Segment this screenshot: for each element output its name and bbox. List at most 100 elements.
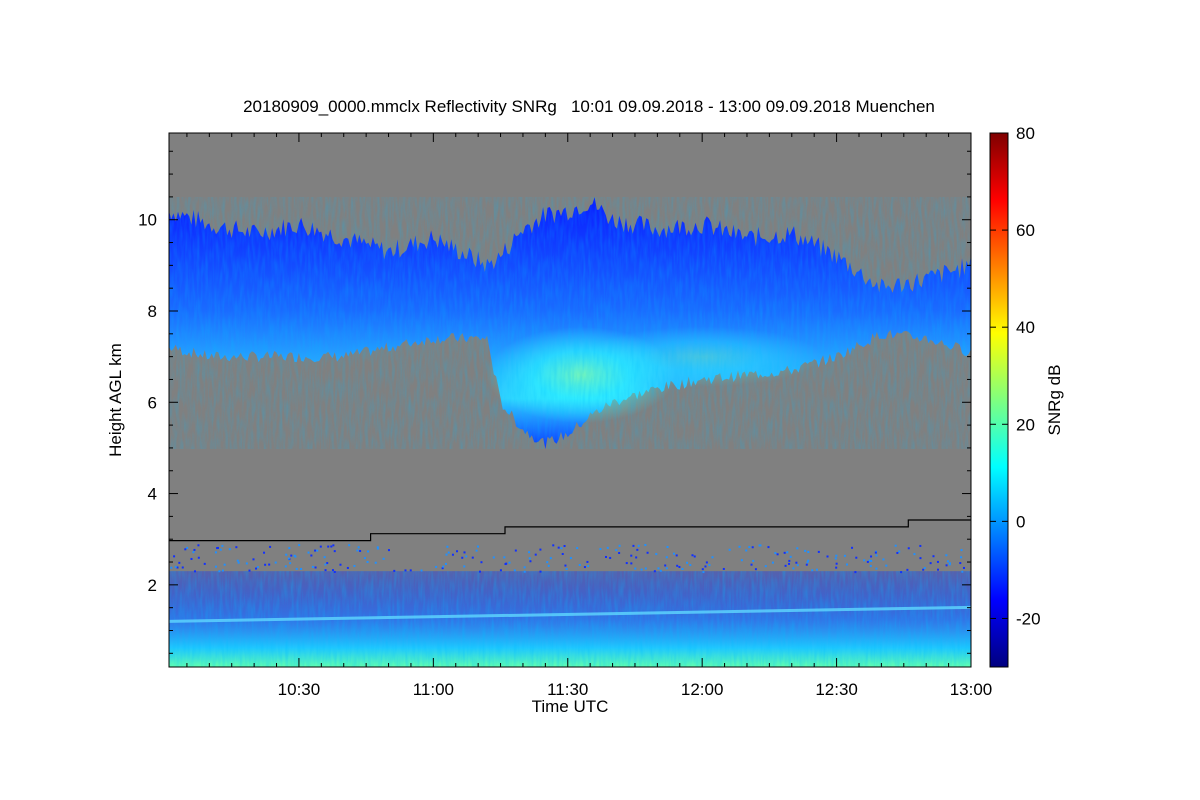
speckle-point bbox=[948, 563, 951, 566]
speckle-point bbox=[686, 561, 689, 564]
speckle-point bbox=[331, 569, 334, 572]
speckle-point bbox=[805, 563, 808, 566]
speckle-point bbox=[319, 545, 322, 548]
speckle-point bbox=[959, 562, 962, 565]
speckle-point bbox=[284, 565, 287, 568]
colorbar-tick-label: 60 bbox=[1016, 221, 1035, 240]
speckle-point bbox=[845, 563, 848, 566]
speckle-point bbox=[644, 544, 647, 547]
cloud-texture bbox=[169, 197, 971, 449]
speckle-point bbox=[676, 564, 679, 567]
speckle-point bbox=[711, 556, 714, 559]
speckle-point bbox=[564, 564, 567, 567]
speckle-point bbox=[346, 566, 349, 569]
y-axis-label: Height AGL km bbox=[106, 343, 125, 457]
speckle-point bbox=[221, 569, 224, 572]
speckle-point bbox=[636, 548, 639, 551]
speckle-point bbox=[583, 566, 586, 569]
speckle-point bbox=[898, 550, 901, 553]
colorbar-label: SNRg dB bbox=[1045, 364, 1064, 436]
speckle-point bbox=[675, 554, 678, 557]
speckle-point bbox=[471, 556, 474, 559]
speckle-point bbox=[307, 551, 310, 554]
speckle-point bbox=[923, 567, 926, 570]
speckle-point bbox=[513, 569, 516, 572]
speckle-point bbox=[374, 561, 377, 564]
speckle-point bbox=[913, 553, 916, 556]
speckle-point bbox=[170, 566, 173, 569]
speckle-point bbox=[885, 564, 888, 567]
speckle-point bbox=[255, 567, 258, 570]
speckle-point bbox=[960, 556, 963, 559]
speckle-point bbox=[835, 554, 838, 557]
speckle-point bbox=[332, 544, 335, 547]
speckle-point bbox=[478, 570, 481, 573]
speckle-point bbox=[708, 564, 711, 567]
speckle-point bbox=[635, 556, 638, 559]
speckle-point bbox=[834, 557, 837, 560]
speckle-point bbox=[870, 559, 873, 562]
y-tick-label: 2 bbox=[148, 576, 157, 595]
speckle-point bbox=[178, 561, 181, 564]
speckle-point bbox=[634, 567, 637, 570]
x-tick-label: 12:00 bbox=[681, 680, 724, 699]
speckle-point bbox=[193, 570, 196, 573]
colorbar-tick-label: -20 bbox=[1016, 609, 1041, 628]
speckle-point bbox=[615, 549, 618, 552]
speckle-point bbox=[197, 556, 200, 559]
speckle-point bbox=[203, 562, 206, 565]
speckle-point bbox=[367, 550, 370, 553]
speckle-point bbox=[268, 563, 271, 566]
speckle-point bbox=[376, 547, 379, 550]
speckle-point bbox=[442, 565, 445, 568]
speckle-point bbox=[326, 562, 329, 565]
speckle-point bbox=[792, 567, 795, 570]
speckle-point bbox=[505, 562, 508, 565]
speckle-point bbox=[599, 548, 602, 551]
speckle-point bbox=[655, 553, 658, 556]
speckle-point bbox=[948, 562, 951, 565]
speckle-point bbox=[691, 554, 694, 557]
speckle-point bbox=[815, 568, 818, 571]
speckle-point bbox=[569, 557, 572, 560]
speckle-point bbox=[946, 560, 949, 563]
speckle-point bbox=[420, 569, 423, 572]
speckle-point bbox=[333, 550, 336, 553]
speckle-point bbox=[539, 570, 542, 573]
speckle-point bbox=[618, 551, 621, 554]
speckle-point bbox=[863, 559, 866, 562]
speckle-point bbox=[256, 566, 259, 569]
speckle-point bbox=[659, 569, 662, 572]
speckle-point bbox=[882, 558, 885, 561]
speckle-point bbox=[333, 570, 336, 573]
x-tick-label: 12:30 bbox=[815, 680, 858, 699]
speckle-point bbox=[826, 555, 829, 558]
speckle-point bbox=[681, 568, 684, 571]
speckle-point bbox=[960, 549, 963, 552]
speckle-point bbox=[197, 544, 200, 547]
speckle-point bbox=[348, 544, 351, 547]
speckle-point bbox=[894, 544, 897, 547]
speckle-point bbox=[294, 555, 297, 558]
speckle-point bbox=[625, 562, 628, 565]
speckle-point bbox=[701, 568, 704, 571]
speckle-point bbox=[444, 562, 447, 565]
speckle-point bbox=[451, 553, 454, 556]
speckle-point bbox=[356, 549, 359, 552]
speckle-point bbox=[919, 557, 922, 560]
speckle-point bbox=[499, 569, 502, 572]
speckle-point bbox=[290, 554, 293, 557]
speckle-point bbox=[186, 546, 189, 549]
colorbar-tick-label: 20 bbox=[1016, 415, 1035, 434]
speckle-point bbox=[539, 548, 542, 551]
speckle-point bbox=[786, 551, 789, 554]
speckle-point bbox=[758, 544, 761, 547]
speckle-point bbox=[221, 544, 224, 547]
speckle-point bbox=[560, 547, 563, 550]
speckle-point bbox=[274, 561, 277, 564]
speckle-point bbox=[514, 549, 517, 552]
speckle-point bbox=[228, 548, 231, 551]
speckle-point bbox=[523, 570, 526, 573]
